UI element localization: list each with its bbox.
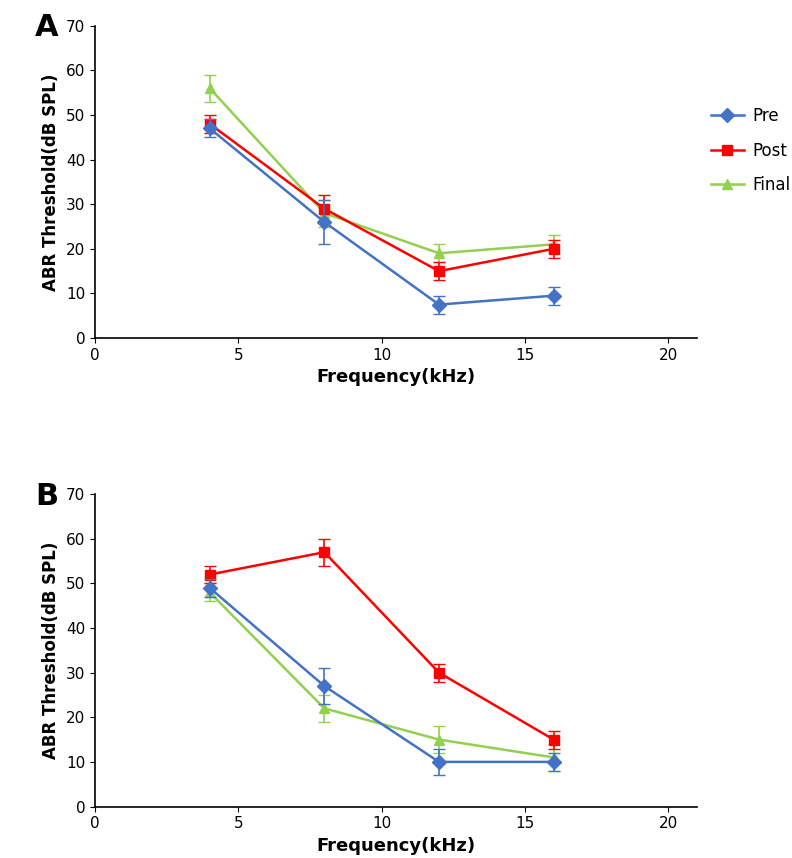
X-axis label: Frequency(kHz): Frequency(kHz) — [317, 368, 475, 386]
Legend: Pre, Post, Final: Pre, Post, Final — [704, 100, 792, 201]
Y-axis label: ABR Threshold(dB SPL): ABR Threshold(dB SPL) — [43, 541, 60, 759]
Text: B: B — [35, 481, 58, 511]
Y-axis label: ABR Threshold(dB SPL): ABR Threshold(dB SPL) — [43, 73, 60, 291]
X-axis label: Frequency(kHz): Frequency(kHz) — [317, 837, 475, 855]
Text: A: A — [35, 13, 59, 42]
